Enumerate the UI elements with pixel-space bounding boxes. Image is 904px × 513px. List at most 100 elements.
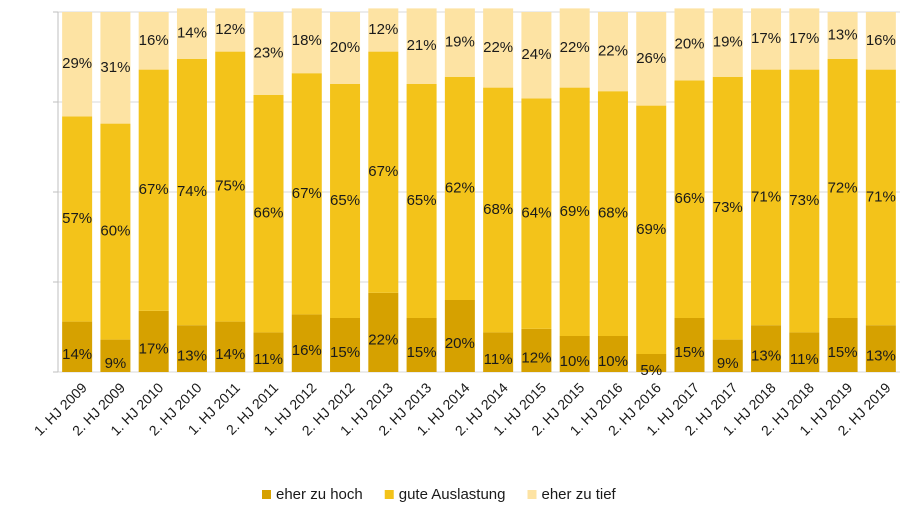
data-label: 15% — [674, 344, 704, 361]
bar-segment — [597, 91, 628, 336]
bar-segment — [674, 318, 705, 372]
bar-segment — [559, 87, 590, 336]
legend-label: gute Auslastung — [399, 486, 506, 503]
bar-segment — [253, 94, 284, 333]
bar-segment — [330, 84, 361, 318]
bar-segment — [253, 12, 284, 95]
bar-segment — [100, 123, 131, 340]
data-label: 11% — [484, 351, 513, 368]
data-label: 65% — [407, 192, 437, 209]
bar-segment — [368, 292, 399, 372]
data-label: 21% — [407, 37, 437, 54]
bar-segment — [636, 12, 667, 106]
data-label: 68% — [483, 201, 513, 218]
data-label: 67% — [292, 185, 322, 202]
data-label: 26% — [636, 50, 666, 67]
data-label: 5% — [640, 362, 662, 379]
bar-segment — [100, 12, 131, 124]
bar-segment — [559, 8, 590, 88]
bar-segment — [100, 339, 131, 372]
data-label: 17% — [751, 30, 781, 47]
data-label: 22% — [483, 39, 513, 56]
bar-segment — [712, 339, 743, 372]
legend-swatch — [262, 490, 271, 499]
bar-segment — [521, 12, 552, 99]
bar-segment — [865, 69, 896, 326]
data-label: 14% — [215, 346, 245, 363]
data-label: 15% — [828, 344, 858, 361]
bar-segment — [751, 69, 782, 326]
data-label: 13% — [177, 348, 207, 365]
data-label: 67% — [139, 181, 169, 198]
bar-segment — [483, 8, 514, 88]
bar-segment — [253, 332, 284, 372]
bar-segment — [712, 8, 743, 77]
bar-segment — [865, 325, 896, 372]
data-label: 15% — [407, 344, 437, 361]
data-label: 22% — [598, 43, 628, 60]
bar-segment — [368, 8, 399, 52]
data-label: 18% — [292, 32, 322, 49]
bar-segment — [291, 73, 322, 315]
bar-segment — [444, 76, 475, 300]
data-label: 72% — [828, 179, 858, 196]
data-label: 23% — [253, 44, 283, 61]
bar-segment — [138, 69, 169, 311]
data-label: 75% — [215, 178, 245, 195]
bar-segment — [789, 69, 820, 333]
data-label: 16% — [139, 32, 169, 49]
bar-segment — [62, 12, 93, 117]
data-label: 74% — [177, 183, 207, 200]
bar-segment — [291, 8, 322, 74]
bar-segment — [444, 8, 475, 77]
bar-segment — [674, 80, 705, 319]
bar-segment — [176, 8, 207, 59]
data-label: 11% — [254, 351, 283, 368]
data-label: 10% — [598, 353, 628, 370]
data-label: 24% — [521, 46, 551, 63]
bar-segment — [483, 87, 514, 333]
bar-segment — [406, 8, 437, 84]
data-label: 60% — [100, 223, 130, 240]
data-label: 65% — [330, 192, 360, 209]
legend-label: eher zu tief — [542, 486, 617, 503]
data-label: 17% — [139, 340, 169, 357]
data-label: 12% — [521, 349, 551, 366]
data-label: 17% — [789, 30, 819, 47]
bar-segment — [751, 325, 782, 372]
data-label: 13% — [751, 348, 781, 365]
bar-segment — [827, 58, 858, 319]
data-label: 62% — [445, 179, 475, 196]
data-label: 20% — [674, 35, 704, 52]
data-label: 16% — [292, 342, 322, 359]
bar-segment — [865, 12, 896, 70]
data-label: 22% — [560, 39, 590, 56]
data-label: 66% — [253, 205, 283, 222]
bar-segment — [751, 8, 782, 70]
data-label: 20% — [330, 39, 360, 56]
data-label: 11% — [790, 351, 819, 368]
legend-swatch — [527, 490, 537, 499]
data-label: 29% — [62, 55, 92, 72]
bar-segment — [789, 332, 820, 372]
bar-segment — [62, 116, 93, 322]
bar-segment — [176, 58, 207, 326]
data-label: 14% — [177, 25, 207, 42]
data-label: 67% — [368, 163, 398, 180]
bar-segment — [368, 51, 399, 293]
bar-segment — [406, 84, 437, 318]
bar-segment — [406, 318, 437, 372]
data-label: 71% — [751, 188, 781, 205]
bar-segment — [330, 12, 361, 84]
legend-swatch — [384, 490, 394, 499]
bar-segment — [636, 354, 667, 372]
bar-segment — [789, 8, 820, 70]
data-label: 10% — [560, 353, 590, 370]
data-label: 13% — [828, 26, 858, 43]
data-label: 9% — [717, 355, 739, 372]
data-label: 14% — [62, 346, 92, 363]
bar-segment — [597, 12, 628, 92]
bar-segment — [215, 321, 246, 372]
bar-segment — [636, 105, 667, 354]
